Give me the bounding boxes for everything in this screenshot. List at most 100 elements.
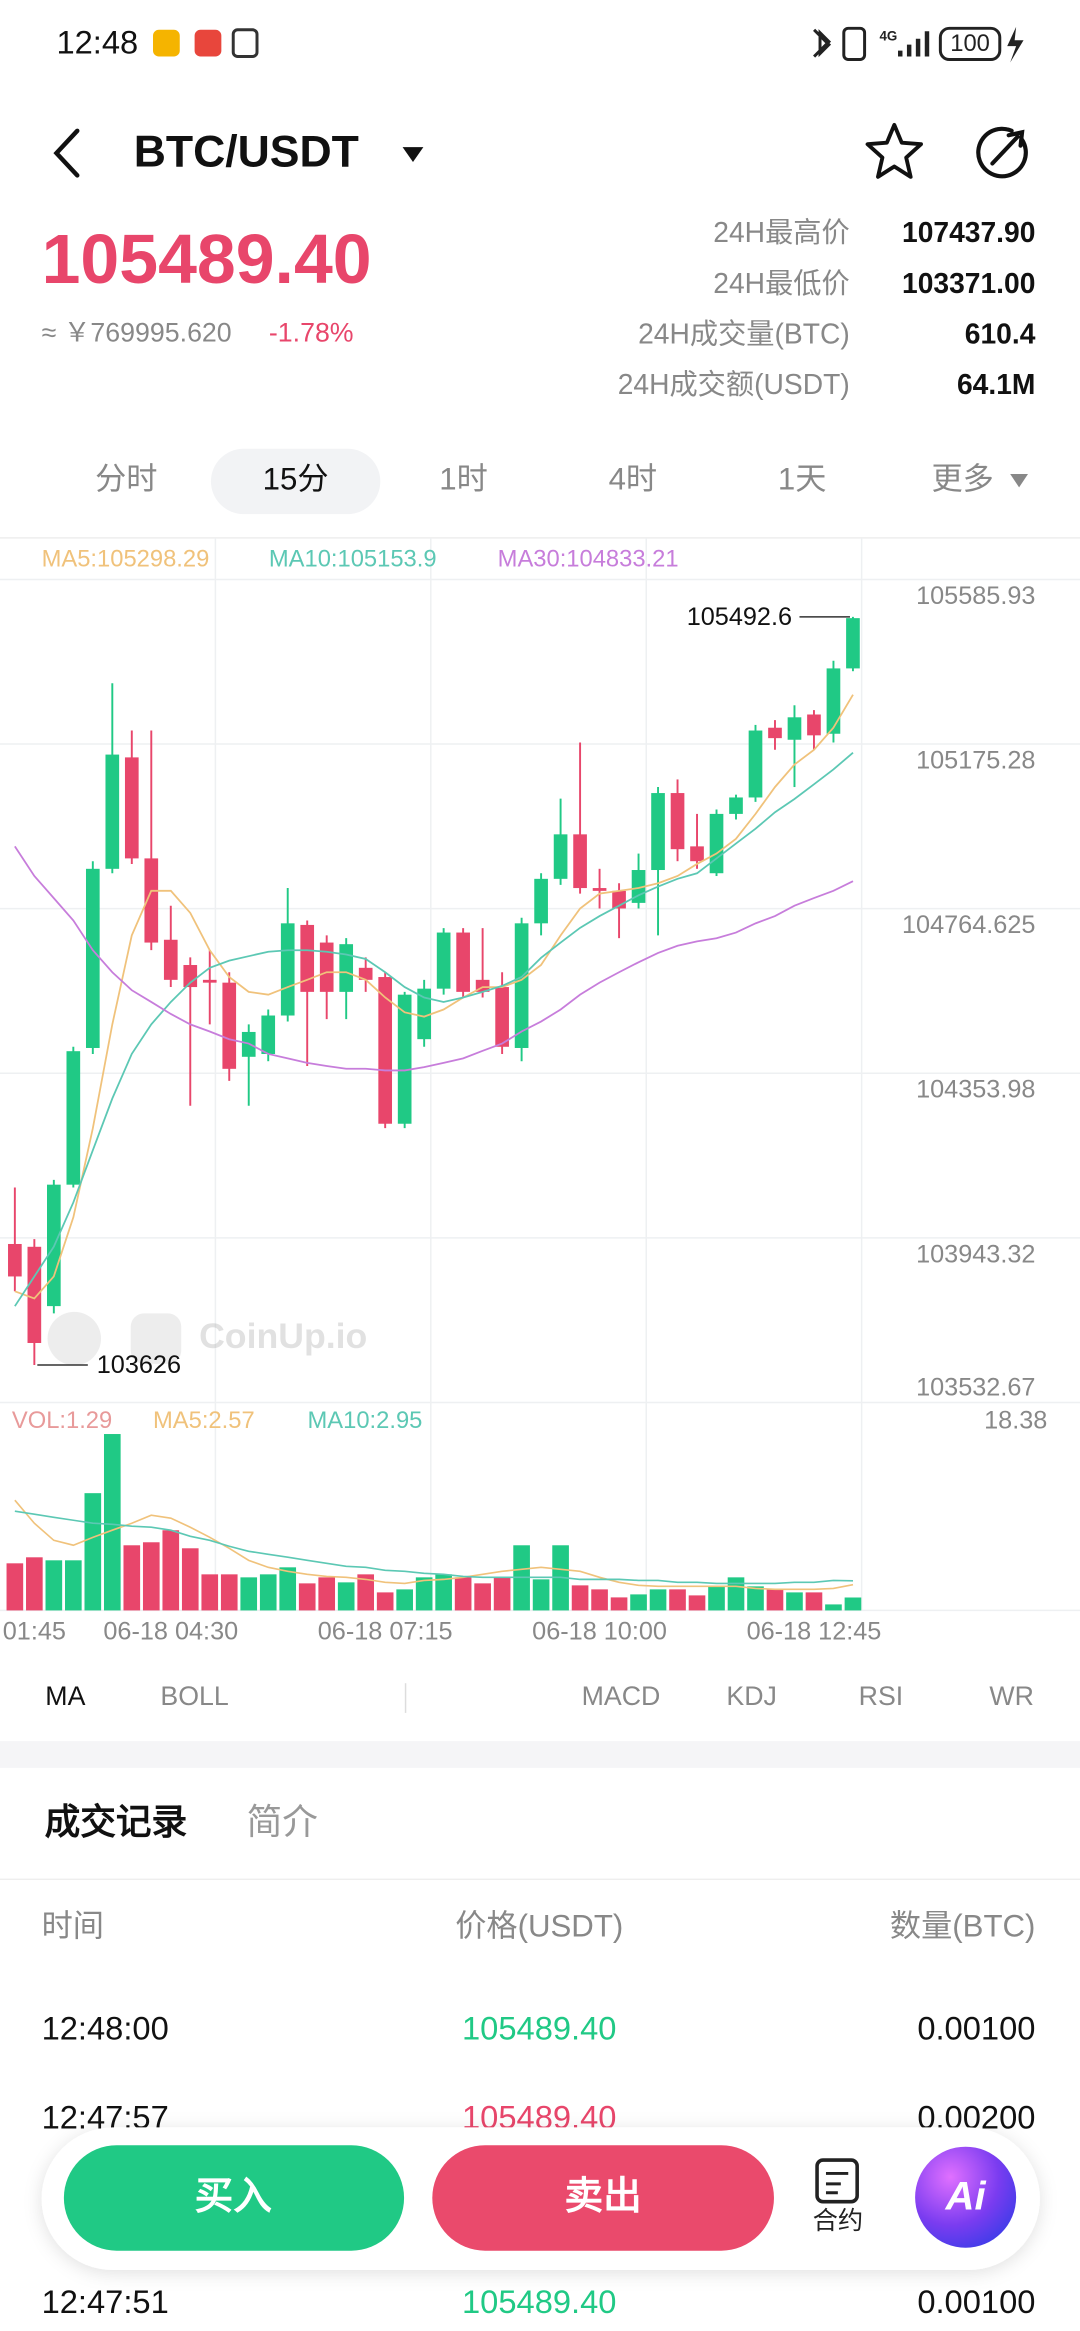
ma-line [14, 845, 854, 1072]
candle-body [495, 987, 509, 1047]
volume-bar [708, 1586, 725, 1611]
pair-title[interactable]: BTC/USDT [134, 127, 359, 176]
candle-body [124, 757, 139, 859]
favorite-button[interactable] [865, 122, 923, 179]
volume-bar [474, 1583, 491, 1611]
back-button[interactable] [53, 128, 80, 178]
candle-body [339, 944, 354, 992]
volume-ma-line [14, 1499, 854, 1591]
volume-bar [65, 1560, 82, 1611]
indicator-tab[interactable]: KDJ [726, 1681, 777, 1711]
trade-price: 105489.40 [462, 2283, 616, 2320]
candle-body [729, 797, 743, 814]
contract-icon[interactable] [815, 2158, 859, 2204]
indicator-tab[interactable]: MA [45, 1681, 85, 1711]
trade-time: 12:48:00 [42, 2009, 169, 2046]
candle-body [358, 967, 373, 980]
volume-bar [26, 1557, 43, 1611]
legend-entry: MA10:2.95 [308, 1407, 423, 1434]
candle-body [378, 977, 393, 1124]
column-header: 时间 [42, 1909, 104, 1944]
candle-body [261, 1015, 276, 1054]
sell-button[interactable] [432, 2145, 774, 2251]
watermark-icon [47, 1311, 102, 1366]
indicator-tab[interactable]: WR [989, 1681, 1034, 1711]
section-tab[interactable]: 成交记录 [45, 1802, 188, 1842]
interval-tab[interactable]: 15分 [263, 462, 329, 497]
volume-bar [766, 1589, 784, 1611]
network-icon: 4G [879, 29, 897, 44]
candle-body [846, 618, 860, 669]
candle-body [748, 730, 763, 798]
legend-entry: MA5:105298.29 [42, 545, 210, 572]
x-tick-label: 06-18 12:45 [747, 1617, 882, 1645]
volume-bar [396, 1589, 413, 1611]
candle-body [826, 668, 841, 734]
interval-tab[interactable]: 分时 [95, 462, 157, 497]
ai-button[interactable] [915, 2146, 1017, 2248]
volume-bar [591, 1589, 608, 1611]
stat-label: 24H成交量(BTC) [638, 317, 850, 349]
indicator-tab[interactable]: MACD [582, 1681, 661, 1711]
max-label: 105492.6 [687, 603, 792, 631]
volume-bar [376, 1592, 394, 1611]
active-tab-bg [210, 448, 381, 515]
share-button[interactable] [976, 126, 1028, 179]
volume-bar [45, 1560, 63, 1611]
legend-entry: MA5:2.57 [153, 1407, 255, 1434]
candle-body [670, 793, 685, 850]
volume-title: VOL:1.29 [12, 1407, 112, 1434]
candle-body [300, 924, 315, 992]
stat-value: 103371.00 [902, 267, 1035, 299]
volume-bar [84, 1493, 102, 1611]
volume-bar [571, 1585, 589, 1611]
candle-body [417, 988, 431, 1040]
candle-body [66, 1051, 81, 1185]
interval-tab[interactable]: 更多 [931, 462, 993, 497]
pair-dropdown[interactable] [402, 147, 424, 163]
candle-body [27, 1246, 42, 1343]
interval-tab[interactable]: 1时 [439, 462, 488, 497]
status-time: 12:48 [56, 23, 138, 60]
contract-icon-lines [825, 2171, 849, 2195]
column-header: 数量(BTC) [890, 1909, 1036, 1944]
status-icon [231, 28, 259, 59]
volume-bar [123, 1545, 141, 1611]
status-icon [194, 29, 222, 57]
volume-bar [162, 1530, 180, 1611]
volume-bar [103, 1434, 121, 1611]
trade-price: 105489.40 [462, 2009, 616, 2046]
volume-bar [337, 1582, 355, 1611]
volume-bar [805, 1592, 823, 1611]
watermark-logo [130, 1313, 182, 1364]
interval-tab[interactable]: 4时 [609, 462, 658, 497]
volume-bar [688, 1595, 706, 1611]
candle-body [85, 868, 100, 1048]
more-dropdown[interactable] [1010, 473, 1029, 488]
indicator-tab[interactable]: RSI [859, 1681, 904, 1711]
watermark: CoinUp.io [47, 1311, 367, 1366]
volume-bar [240, 1577, 258, 1611]
buy-button[interactable] [63, 2145, 405, 2251]
x-tick-label: 01:45 [3, 1617, 66, 1645]
ai-label: Ai [945, 2174, 987, 2218]
section-tab[interactable]: 简介 [247, 1802, 318, 1842]
column-header: 价格(USDT) [455, 1909, 623, 1944]
volume-bar [415, 1577, 433, 1611]
interval-tab[interactable]: 1天 [778, 462, 827, 497]
x-tick-label: 06-18 04:30 [103, 1617, 238, 1645]
contract-label[interactable]: 合约 [813, 2207, 863, 2235]
candle-body [319, 942, 334, 992]
charging-icon [1007, 26, 1024, 63]
sell-label: 卖出 [565, 2175, 642, 2218]
candle-body [553, 834, 568, 879]
stat-value: 64.1M [957, 368, 1035, 400]
candle-body [222, 982, 237, 1069]
section-gap [0, 1741, 1080, 1768]
candle-body [280, 923, 295, 1016]
indicator-tab[interactable]: BOLL [160, 1681, 228, 1711]
candle-body [573, 834, 587, 889]
buy-label: 买入 [195, 2175, 273, 2218]
